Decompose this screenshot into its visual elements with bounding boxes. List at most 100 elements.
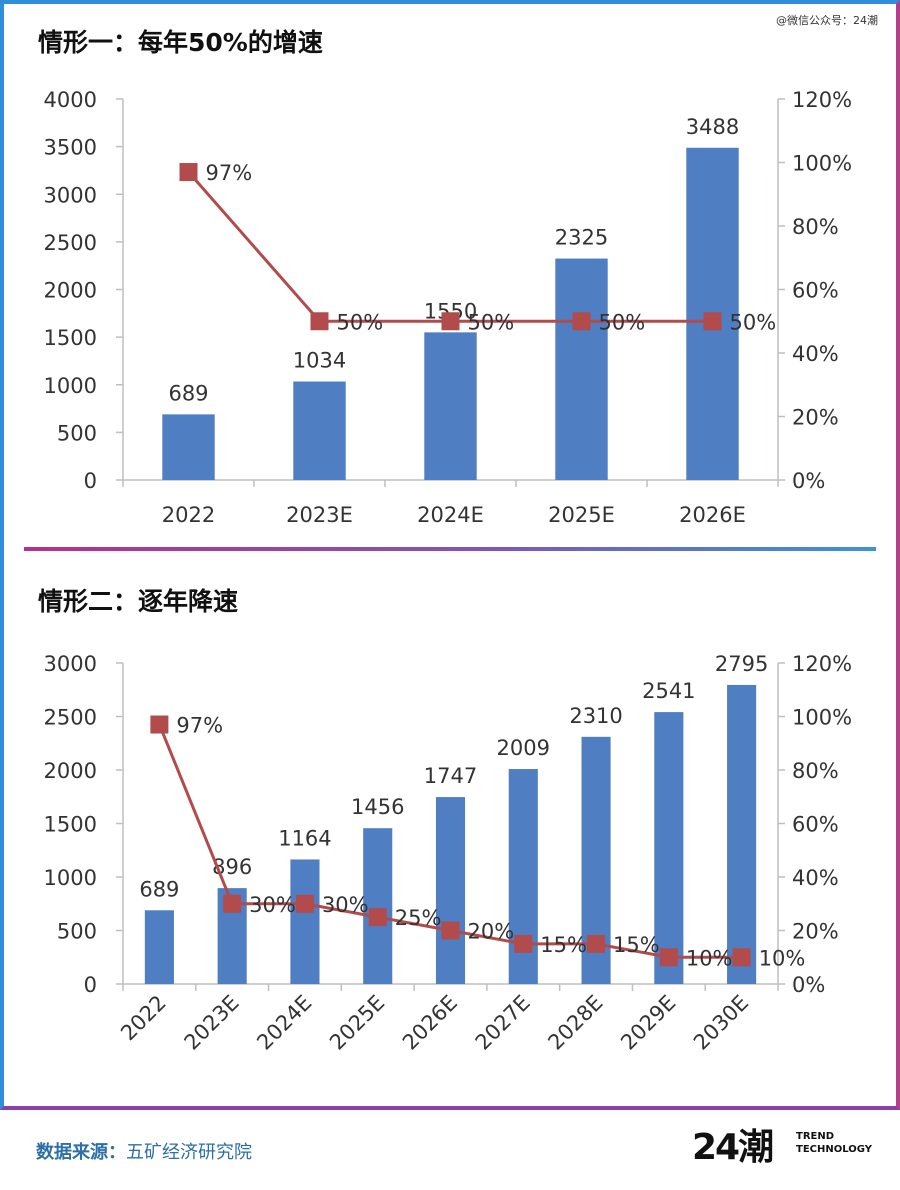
chart2-growth-label-2027E: 15% <box>540 933 587 957</box>
chart2-growth-marker-2023E <box>223 894 242 913</box>
chart1-y2tick-label: 120% <box>792 88 852 112</box>
chart1-growth-label-2024E: 50% <box>468 310 515 334</box>
chart2-growth-marker-2029E <box>659 948 678 967</box>
chart2-xtick-label: 2030E <box>689 991 753 1055</box>
data-source: 数据来源：五矿经济研究院 <box>36 1138 252 1164</box>
chart1-growth-marker-2026E <box>703 312 722 331</box>
chart2-xtick-label: 2027E <box>471 991 535 1055</box>
chart2-bar-label-2029E: 2541 <box>642 679 695 703</box>
chart2-title: 情形二：逐年降速 <box>38 587 239 616</box>
data-source-label: 数据来源： <box>36 1142 126 1163</box>
chart2-growth-label-2025E: 25% <box>395 906 442 930</box>
chart1-growth-marker-2022 <box>179 163 198 182</box>
chart1-growth-marker-2024E <box>441 312 460 331</box>
chart1-ytick-label: 500 <box>57 421 97 445</box>
chart2-xtick-label: 2022 <box>116 991 171 1046</box>
chart1-bar-2025E <box>555 258 608 480</box>
chart2-growth-marker-2026E <box>441 921 460 940</box>
chart2-growth-label-2028E: 15% <box>613 933 660 957</box>
chart1-ytick-label: 0 <box>84 469 97 493</box>
chart2-growth-label-2026E: 20% <box>468 920 515 944</box>
chart2-bar-label-2027E: 2009 <box>497 736 550 760</box>
chart2-growth-marker-2030E <box>732 948 751 967</box>
chart2-xtick-label: 2026E <box>398 991 462 1055</box>
chart2-bar-2026E <box>435 797 466 984</box>
chart1-growth-marker-2025E <box>572 312 591 331</box>
chart2-y2tick-label: 20% <box>792 920 839 944</box>
brand-logo-line1: TREND <box>796 1131 835 1142</box>
chart2-bar-2025E <box>363 828 393 984</box>
chart1-ytick-label: 3500 <box>44 136 97 160</box>
chart2-xtick-label: 2029E <box>616 991 680 1055</box>
chart1-growth-label-2025E: 50% <box>599 310 646 334</box>
chart2-bar-2024E <box>290 859 320 984</box>
chart2-plot: 0 500 1000 1500 2000 2500 3000 0% 20% 40% 60% 80% 10… <box>44 652 853 1055</box>
chart1-bar-label-2025E: 2325 <box>555 226 608 250</box>
chart1-title: 情形一：每年50%的增速 <box>38 28 323 57</box>
brand-logo: 24潮 TREND TECHNOLOGY <box>692 1126 882 1176</box>
chart2-ytick-label: 2000 <box>44 759 97 783</box>
chart1-growth-label-2026E: 50% <box>730 310 777 334</box>
chart2-growth-label-2029E: 10% <box>686 946 733 970</box>
chart2-bar-label-2024E: 1164 <box>278 826 331 850</box>
brand-logo-mark: 24潮 <box>692 1127 774 1168</box>
chart2-xtick-label: 2025E <box>325 991 389 1055</box>
chart1-y2tick-label: 100% <box>792 152 852 176</box>
chart2-y2tick-label: 120% <box>792 652 852 676</box>
chart1-bar-label-2026E: 3488 <box>686 115 739 139</box>
brand-logo-text: TREND TECHNOLOGY <box>796 1130 872 1156</box>
chart1-ytick-label: 3000 <box>44 183 97 207</box>
chart2-y2tick-label: 40% <box>792 866 839 890</box>
data-source-value: 五矿经济研究院 <box>126 1142 252 1163</box>
chart1-ytick-label: 2500 <box>44 231 97 255</box>
chart1-xtick-label: 2024E <box>417 503 484 527</box>
chart1-xtick-label: 2023E <box>286 503 353 527</box>
chart2-ytick-label: 0 <box>84 973 97 997</box>
chart2-xtick-label: 2024E <box>252 991 316 1055</box>
chart2-growth-label-2030E: 10% <box>759 946 806 970</box>
chart2-ytick-label: 2500 <box>44 706 97 730</box>
chart1-growth-label-2023E: 50% <box>337 310 384 334</box>
chart1-plot: 0 500 1000 1500 2000 2500 3000 3500 4000 0% 20% 40%… <box>44 88 853 527</box>
chart2-y2tick-label: 60% <box>792 813 839 837</box>
chart2-growth-label-2024E: 30% <box>322 893 369 917</box>
chart1-bar-2024E <box>424 332 477 480</box>
chart1-y2tick-label: 40% <box>792 342 839 366</box>
brand-logo-line2: TECHNOLOGY <box>796 1144 872 1155</box>
chart1-bar-label-2022: 689 <box>168 381 208 405</box>
chart2-y2tick-label: 80% <box>792 759 839 783</box>
chart1-y2tick-label: 80% <box>792 215 839 239</box>
image-frame <box>0 0 900 1110</box>
chart2-bar-label-2026E: 1747 <box>424 764 477 788</box>
chart2-y2tick-label: 0% <box>792 973 825 997</box>
chart2-xtick-label: 2028E <box>543 991 607 1055</box>
chart2-growth-marker-2028E <box>587 934 606 953</box>
chart2-bar-2022 <box>144 910 174 984</box>
chart2-ytick-label: 1000 <box>44 866 97 890</box>
chart2-bar-label-2030E: 2795 <box>715 652 768 676</box>
chart1-growth-label-2022: 97% <box>206 161 253 185</box>
chart2-growth-marker-2025E <box>368 908 387 927</box>
chart1-bar-2022 <box>162 414 215 480</box>
chart2-growth-marker-2027E <box>514 934 533 953</box>
chart1-bar-label-2023E: 1034 <box>293 349 346 373</box>
chart2-growth-label-2022: 97% <box>176 714 223 738</box>
chart1-y2tick-label: 20% <box>792 406 839 430</box>
chart1-xtick-label: 2025E <box>548 503 615 527</box>
chart2-bar-label-2028E: 2310 <box>569 704 622 728</box>
chart1-bar-2023E <box>293 381 346 480</box>
chart1-ytick-label: 1000 <box>44 374 97 398</box>
section-divider <box>24 547 876 551</box>
chart2-ytick-label: 500 <box>57 920 97 944</box>
chart2-growth-marker-2024E <box>295 894 314 913</box>
chart2-growth-label-2023E: 30% <box>249 893 296 917</box>
chart2-ytick-label: 1500 <box>44 813 97 837</box>
chart1-xtick-label: 2022 <box>162 503 215 527</box>
chart1-ytick-label: 1500 <box>44 326 97 350</box>
chart2-xtick-label: 2023E <box>180 991 244 1055</box>
chart2-ytick-label: 3000 <box>44 652 97 676</box>
chart2-bar-2030E <box>727 684 757 984</box>
chart2-y2tick-label: 100% <box>792 706 852 730</box>
chart2-growth-marker-2022 <box>150 715 169 734</box>
chart1-ytick-label: 4000 <box>44 88 97 112</box>
